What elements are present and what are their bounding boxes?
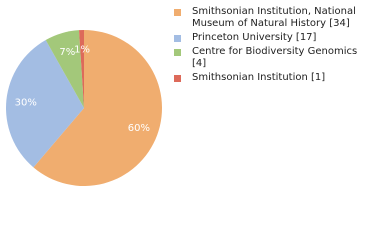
legend: Smithsonian Institution, National Museum…	[174, 6, 374, 86]
legend-swatch	[174, 9, 181, 16]
slice-label: 1%	[74, 45, 90, 56]
legend-label: Centre for Biodiversity Genomics [4]	[192, 46, 358, 69]
slice-label: 60%	[128, 123, 150, 134]
pie-slice	[5, 40, 85, 168]
slice-label: 30%	[15, 97, 37, 108]
legend-item: Centre for Biodiversity Genomics [4]	[174, 46, 374, 70]
pie-chart: 60% 30% 7%1%	[5, 30, 162, 187]
slice-label: 7%	[59, 47, 75, 58]
pie-slice	[45, 30, 84, 108]
legend-item: Smithsonian Institution [1]	[174, 72, 374, 84]
legend-label: Smithsonian Institution, National Museum…	[192, 6, 356, 29]
legend-label: Smithsonian Institution [1]	[192, 72, 326, 83]
pie-slice	[79, 30, 84, 108]
legend-item: Smithsonian Institution, National Museum…	[174, 6, 374, 30]
legend-item: Princeton University [17]	[174, 32, 374, 44]
legend-label: Princeton University [17]	[192, 32, 317, 43]
legend-swatch	[174, 49, 181, 56]
legend-swatch	[174, 35, 181, 42]
legend-swatch	[174, 75, 181, 82]
pie-slice	[33, 30, 162, 187]
